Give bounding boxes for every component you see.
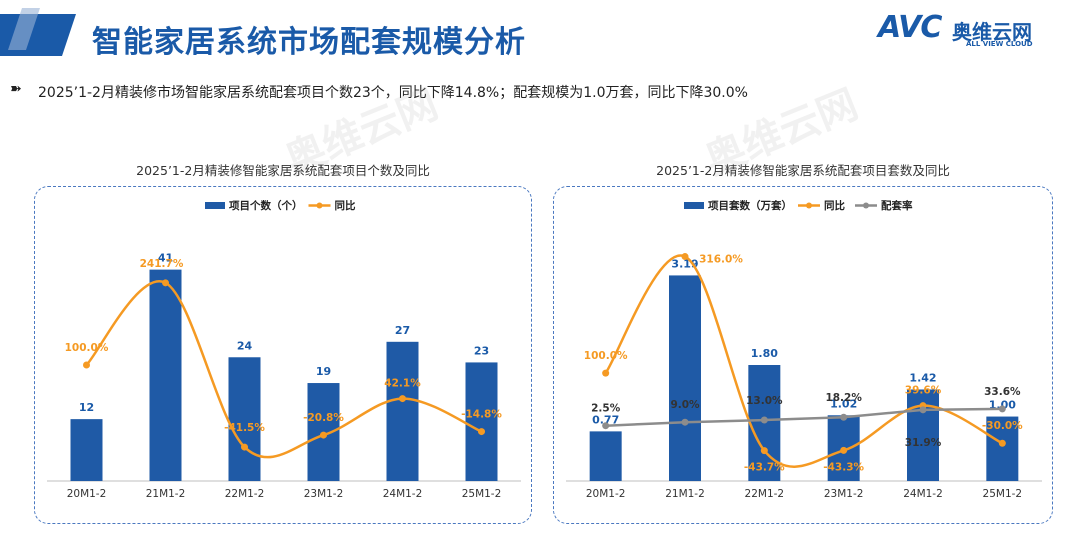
- right-chart: 项目套数（万套） 同比 配套率0.773.191.801.021.421.0020M…: [566, 199, 1042, 500]
- line-point: [83, 361, 90, 369]
- legend-line-label: 同比: [824, 199, 845, 212]
- bar-value-label: 27: [395, 324, 410, 337]
- bar-22M1-2: [228, 357, 261, 481]
- legend-line-label: 同比: [335, 199, 356, 212]
- page-title: 智能家居系统市场配套规模分析: [92, 25, 526, 60]
- x-tick-label: 23M1-2: [304, 488, 344, 500]
- line-point: [241, 443, 248, 451]
- left-chart-title: 2025’1-2月精装修智能家居系统配套项目个数及同比: [136, 163, 430, 178]
- bar-value-label: 1.02: [830, 397, 857, 410]
- x-tick-label: 21M1-2: [665, 488, 705, 500]
- line-value-label: 100.0%: [584, 350, 628, 362]
- line-同比: [85, 280, 483, 459]
- title-banner: 智能家居系统市场配套规模分析: [0, 6, 600, 62]
- x-tick-label: 21M1-2: [146, 488, 186, 500]
- line-value-label: 13.0%: [746, 395, 783, 407]
- legend-bar-swatch: [205, 202, 225, 209]
- line-value-label: -43.7%: [744, 462, 785, 474]
- line-value-label: 100.0%: [65, 342, 109, 354]
- legend-line-label: 配套率: [881, 199, 913, 212]
- line-point: [681, 253, 689, 261]
- line-point: [399, 395, 406, 403]
- legend-line-marker: [316, 202, 323, 209]
- line-value-label: -41.5%: [224, 422, 265, 434]
- line-value-label: 31.9%: [905, 437, 942, 449]
- line-value-label: -43.3%: [823, 461, 864, 473]
- bar-value-label: 1.80: [751, 347, 778, 360]
- x-tick-label: 20M1-2: [67, 488, 107, 500]
- bar-value-label: 0.77: [592, 413, 619, 426]
- x-tick-label: 25M1-2: [462, 488, 502, 500]
- line-point: [760, 416, 768, 424]
- line-value-label: 2.5%: [591, 403, 621, 415]
- bar-value-label: 41: [158, 252, 173, 265]
- line-value-label: 241.7%: [140, 258, 184, 270]
- bar-value-label: 19: [316, 365, 331, 378]
- line-value-label: 9.0%: [670, 399, 700, 411]
- legend-bar-label: 项目个数（个）: [229, 199, 303, 212]
- x-tick-label: 20M1-2: [586, 488, 626, 500]
- summary-text: 2025’1-2月精装修市场智能家居系统配套项目个数23个，同比下降14.8%；…: [38, 85, 748, 101]
- line-value-label: -30.0%: [982, 420, 1023, 432]
- right-chart-panel: 项目套数（万套） 同比 配套率 0.77 3.19 1.80 1.02 1.42 1.00 20M…: [553, 186, 1053, 524]
- line-配套率: [605, 407, 1003, 427]
- bar-20M1-2: [589, 431, 622, 481]
- left-chart: 项目个数（个） 同比 12 41 24 19 27 23 20M1-2 21M1-2 22M1-2 2…: [47, 199, 521, 500]
- bar-21M1-2: [149, 269, 182, 481]
- logo-english-name: ALL VIEW CLOUD: [966, 40, 1033, 48]
- line-同比: [604, 254, 1003, 468]
- line-point: [602, 422, 610, 430]
- line-point: [681, 418, 689, 426]
- bar-24M1-2: [386, 341, 419, 481]
- x-tick-label: 22M1-2: [745, 488, 785, 500]
- bar-25M1-2: [986, 416, 1019, 481]
- line-value-label: -20.8%: [303, 412, 344, 424]
- bar-value-label: 1.42: [909, 371, 936, 384]
- line-point: [840, 413, 848, 421]
- line-value-label: 18.2%: [825, 392, 862, 404]
- line-point: [320, 431, 327, 439]
- line-point: [760, 447, 768, 455]
- line-value-label: -14.8%: [461, 409, 502, 421]
- left-chart-panel: 项目个数（个） 同比 12 41 24 19 27 23 20M1-2 21M1-2 22M1-2 2…: [34, 186, 532, 524]
- legend-bar-swatch: [684, 202, 704, 209]
- legend-line-marker: [863, 202, 869, 209]
- line-point: [478, 428, 485, 436]
- x-tick-label: 24M1-2: [383, 488, 423, 500]
- x-tick-label: 25M1-2: [983, 488, 1023, 500]
- line-point: [602, 369, 610, 377]
- legend-bar-label: 项目套数（万套）: [708, 199, 792, 212]
- line-point: [840, 446, 848, 454]
- avc-logo: AVC 奥维云网 ALL VIEW CLOUD: [878, 10, 1058, 54]
- x-tick-label: 24M1-2: [903, 488, 943, 500]
- bar-21M1-2: [669, 275, 701, 481]
- line-value-label: 42.1%: [384, 378, 421, 390]
- line-point: [919, 406, 927, 414]
- right-chart-title: 2025’1-2月精装修智能家居系统配套项目套数及同比: [656, 163, 950, 178]
- bar-value-label: 12: [79, 401, 94, 414]
- bar-25M1-2: [465, 362, 498, 481]
- logo-chinese-name: 奥维云网: [952, 20, 1032, 44]
- bar-value-label: 23: [474, 344, 489, 357]
- bar-value-label: 3.19: [671, 257, 698, 270]
- line-value-label: 33.6%: [984, 386, 1021, 398]
- bar-value-label: 24: [237, 339, 253, 352]
- line-point: [162, 279, 169, 287]
- line-point: [998, 405, 1006, 413]
- logo-wordmark: AVC: [878, 10, 942, 45]
- legend-line-marker: [806, 202, 812, 209]
- line-value-label: 39.6%: [905, 385, 942, 397]
- bar-20M1-2: [70, 419, 103, 481]
- line-point: [998, 439, 1006, 447]
- arrow-bullet-icon: ➽: [10, 81, 22, 97]
- line-value-label: 316.0%: [699, 254, 743, 266]
- x-tick-label: 22M1-2: [225, 488, 265, 500]
- x-tick-label: 23M1-2: [824, 488, 864, 500]
- title-stripe-decoration: [0, 8, 76, 56]
